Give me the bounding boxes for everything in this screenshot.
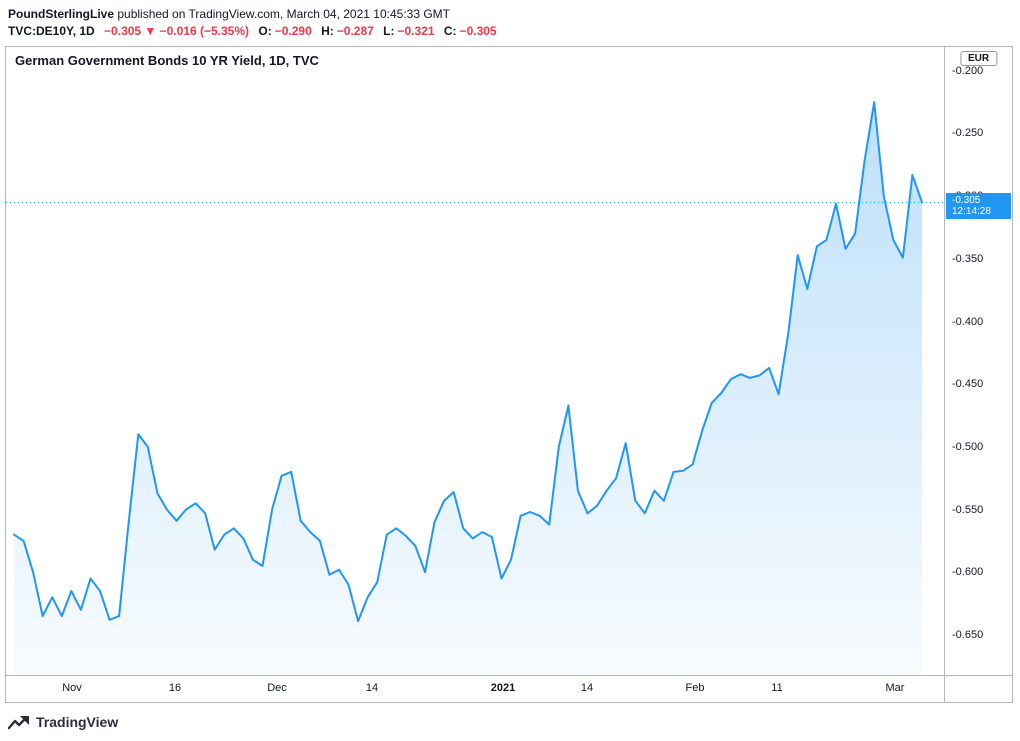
ohlc-low-label: L: [383, 24, 395, 38]
time-axis-tick: 14 [580, 682, 594, 694]
time-axis-tick: Mar [885, 682, 905, 694]
price-axis-tick: -0.250 [952, 127, 984, 139]
publication-line: PoundSterlingLive published on TradingVi… [8, 6, 1012, 22]
price-axis-tick: -0.200 [952, 65, 984, 77]
price-axis-tick: -0.600 [952, 566, 984, 578]
ohlc-high: H: −0.287 [321, 24, 374, 38]
price-axis-tick: -0.350 [952, 253, 984, 265]
time-axis-tick: 2021 [490, 682, 516, 694]
ohlc-open: O: −0.290 [258, 24, 311, 38]
time-axis-tick: 11 [771, 682, 783, 694]
price-axis-tick: -0.650 [952, 629, 984, 641]
price-axis-tick: -0.550 [952, 504, 984, 516]
current-price-tag: -0.305 12:14:28 [946, 193, 1011, 219]
time-axis-tick: 14 [365, 682, 379, 694]
symbol-name: TVC:DE10Y, 1D [8, 24, 95, 38]
time-axis-tick: 16 [168, 682, 182, 694]
ohlc-high-label: H: [321, 24, 334, 38]
area-fill [14, 102, 922, 675]
time-axis-tick: Nov [62, 682, 82, 694]
ohlc-close-value: −0.305 [459, 24, 497, 38]
time-axis[interactable]: Nov 16 Dec 14 2021 14 Feb 11 Mar [6, 675, 944, 702]
ohlc-close: C: −0.305 [444, 24, 497, 38]
axis-corner [944, 675, 1012, 702]
chart-frame: German Government Bonds 10 YR Yield, 1D,… [5, 46, 1013, 703]
ohlc-close-label: C: [443, 24, 457, 38]
chart-title: German Government Bonds 10 YR Yield, 1D,… [15, 53, 319, 68]
chart-plot-area[interactable]: German Government Bonds 10 YR Yield, 1D,… [6, 47, 944, 675]
tradingview-wordmark: TradingView [36, 714, 119, 730]
price-area-chart[interactable] [6, 47, 944, 675]
tradingview-logo-icon [8, 716, 29, 730]
ohlc-high-value: −0.287 [336, 24, 374, 38]
price-line [13, 101, 923, 623]
price-axis-tick: -0.500 [952, 441, 984, 453]
ohlc-low-value: −0.321 [397, 24, 435, 38]
tradingview-footer[interactable]: TradingView [0, 703, 1020, 741]
symbol-info-bar: TVC:DE10Y, 1D −0.305 ▼ −0.016 (−5.35%) O… [8, 22, 1012, 40]
currency-label: EUR [959, 51, 998, 66]
ohlc-low: L: −0.321 [383, 24, 434, 38]
price-axis-tick: -0.450 [952, 378, 984, 390]
time-axis-tick: Feb [685, 682, 705, 694]
price-change: −0.305 ▼ −0.016 (−5.35%) [104, 24, 250, 38]
publisher-name: PoundSterlingLive [8, 7, 115, 21]
ohlc-open-value: −0.290 [274, 24, 312, 38]
current-price-value: -0.305 [952, 195, 981, 206]
price-axis-tick: -0.400 [952, 316, 984, 328]
price-scale[interactable]: EUR -0.305 12:14:28 -0.200-0.250-0.300-0… [944, 47, 1012, 675]
ohlc-open-label: O: [258, 24, 272, 38]
publication-header: PoundSterlingLive published on TradingVi… [0, 0, 1020, 40]
bar-countdown: 12:14:28 [952, 206, 991, 217]
time-axis-tick: Dec [267, 682, 287, 694]
published-info: published on TradingView.com, March 04, … [114, 7, 450, 21]
